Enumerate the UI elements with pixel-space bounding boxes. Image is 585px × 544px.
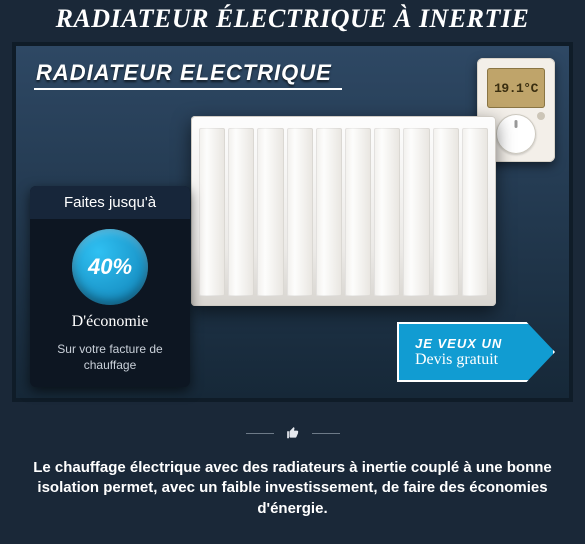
radiator-image: [191, 116, 496, 306]
banner-heading: RADIATEUR ELECTRIQUE: [36, 60, 332, 86]
divider-line-left: [246, 433, 274, 434]
divider-line-right: [312, 433, 340, 434]
thermostat-dial: [496, 114, 536, 154]
radiator-fin: [199, 128, 225, 296]
page-title: RADIATEUR ÉLECTRIQUE À INERTIE: [0, 0, 585, 34]
promo-banner: RADIATEUR ELECTRIQUE 19.1°C Faites jusqu…: [12, 42, 573, 402]
cta-line2: Devis gratuit: [415, 351, 553, 369]
radiator-fin: [257, 128, 283, 296]
radiator-fin: [374, 128, 400, 296]
radiator-fin: [228, 128, 254, 296]
promo-box: Faites jusqu'à 40% D'économie Sur votre …: [30, 186, 190, 387]
thumbs-up-icon: [284, 424, 302, 442]
radiator-fin: [403, 128, 429, 296]
body-description: Le chauffage électrique avec des radiate…: [0, 442, 585, 519]
radiator-fin: [433, 128, 459, 296]
promo-sub-text: Sur votre facture de chauffage: [42, 341, 178, 373]
thermostat-reading: 19.1°C: [487, 68, 545, 108]
radiator-fin: [345, 128, 371, 296]
quote-cta-button[interactable]: JE VEUX UN Devis gratuit: [397, 322, 555, 382]
radiator-fin: [462, 128, 488, 296]
promo-percent-badge: 40%: [72, 229, 148, 305]
radiator-fin: [316, 128, 342, 296]
section-divider: [0, 424, 585, 442]
thermostat-button: [537, 112, 545, 120]
promo-economy-text: D'économie: [42, 313, 178, 331]
radiator-fin: [287, 128, 313, 296]
promo-top-text: Faites jusqu'à: [30, 186, 190, 219]
cta-line1: JE VEUX UN: [415, 336, 553, 351]
